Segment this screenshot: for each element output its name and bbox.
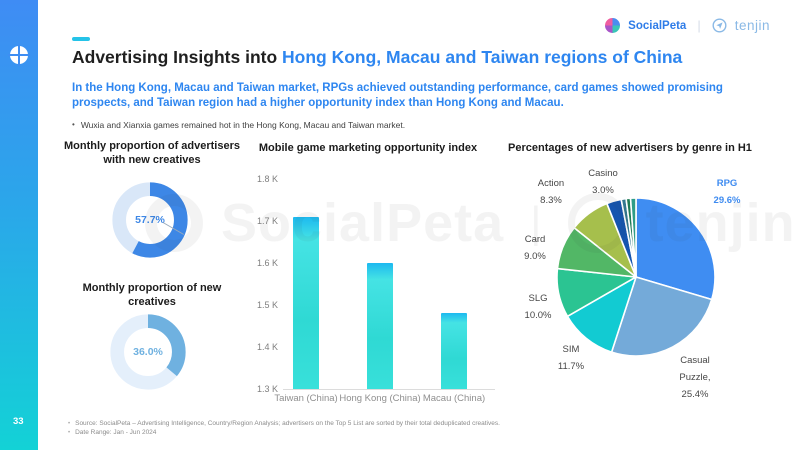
donut1-value-label: 57.7% — [135, 214, 165, 226]
bar-macau-china- — [441, 313, 467, 389]
donut-chart-new-creatives — [104, 308, 192, 396]
donut2-value-label: 36.0% — [133, 346, 163, 358]
pie-label-slg: SLG 10.0% — [524, 293, 552, 321]
y-tick-1-5-k: 1.5 K — [256, 300, 278, 310]
page-number: 33 — [13, 416, 24, 427]
footer-note-source-text: Source: SocialPeta – Advertising Intelli… — [75, 420, 500, 427]
page-title-prefix: Advertising Insights into — [72, 47, 283, 67]
company-logo-icon — [8, 44, 30, 66]
pie-label-action: Action 8.3% — [537, 178, 565, 206]
bar-chart-title: Mobile game marketing opportunity index — [258, 142, 478, 154]
bullet-marker: • — [68, 429, 71, 436]
accent-dash — [72, 37, 90, 41]
pie-chart-genres — [556, 197, 716, 357]
subtitle: In the Hong Kong, Macau and Taiwan marke… — [72, 82, 723, 109]
pie-label-casino: Casino 3.0% — [588, 168, 618, 196]
y-tick-1-6-k: 1.6 K — [256, 258, 278, 268]
x-label-taiwan-china-: Taiwan (China) — [274, 393, 338, 404]
brand-row: SocialPeta | tenjin — [605, 18, 770, 33]
brand-divider: | — [697, 18, 701, 33]
footer-note-date-range: • Date Range: Jan - Jun 2024 — [68, 429, 500, 438]
insight-bullet: • Wuxia and Xianxia games remained hot i… — [72, 120, 405, 130]
y-tick-1-7-k: 1.7 K — [256, 216, 278, 226]
page-title: Advertising Insights into Hong Kong, Mac… — [72, 47, 682, 68]
pie-label-casual-puzzle: Casual Puzzle, 25.4% — [679, 355, 711, 400]
y-tick-1-4-k: 1.4 K — [256, 342, 278, 352]
pie-label-sim: SIM 11.7% — [557, 344, 585, 372]
socialpeta-logo-text: SocialPeta — [628, 19, 687, 32]
footer-notes: • Source: SocialPeta – Advertising Intel… — [68, 420, 500, 437]
donut1-title: Monthly proportion of advertisers with n… — [63, 140, 240, 166]
donut2-title: Monthly proportion of new creatives — [82, 282, 222, 308]
page-title-highlight: Hong Kong, Macau and Taiwan regions of C… — [282, 47, 683, 67]
insight-bullet-text: Wuxia and Xianxia games remained hot in … — [80, 120, 406, 130]
y-tick-1-8-k: 1.8 K — [256, 174, 278, 184]
sidebar: 33 — [0, 0, 38, 450]
pie-label-card: Card 9.0% — [524, 234, 546, 262]
x-label-macau-china-: Macau (China) — [422, 393, 486, 404]
tenjin-logo-icon — [712, 18, 727, 33]
footer-note-source: • Source: SocialPeta – Advertising Intel… — [68, 420, 500, 429]
y-tick-1-3-k: 1.3 K — [256, 384, 278, 394]
bar-taiwan-china- — [293, 217, 319, 389]
footer-note-date-range-text: Date Range: Jan - Jun 2024 — [75, 428, 157, 436]
pie-label-rpg: RPG 29.6% — [713, 178, 741, 206]
pie-slice-other — [629, 197, 637, 278]
bar-hong-kong-china- — [367, 263, 393, 389]
bullet-marker: • — [68, 421, 71, 427]
x-label-hong-kong-china-: Hong Kong (China) — [339, 393, 421, 404]
pie-slice-casual-puzzle — [610, 276, 713, 357]
bullet-marker: • — [72, 120, 75, 129]
tenjin-logo-text: tenjin — [734, 18, 770, 33]
socialpeta-logo-icon — [605, 18, 621, 33]
pie-chart-title: Percentages of new advertisers by genre … — [508, 142, 752, 154]
pie-slice-rpg — [635, 197, 716, 301]
donut-chart-advertisers-with-new-creatives — [106, 176, 194, 264]
bar-chart-baseline — [283, 389, 495, 390]
